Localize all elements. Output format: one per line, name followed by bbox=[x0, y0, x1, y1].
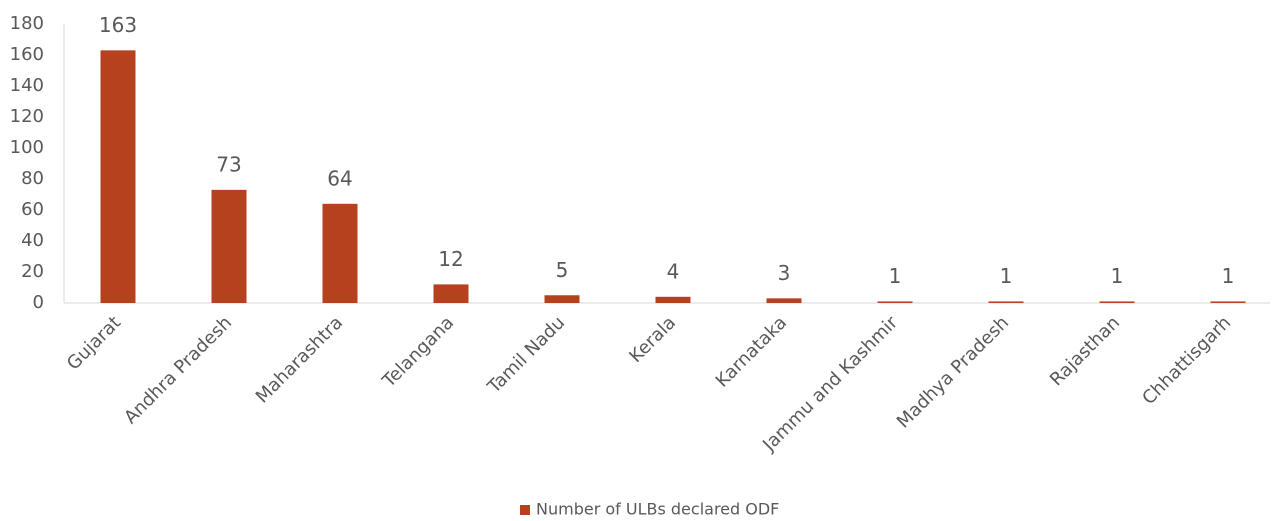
y-tick-label: 140 bbox=[10, 75, 44, 96]
x-tick-label: Rajasthan bbox=[1046, 312, 1124, 390]
data-label: 1 bbox=[1222, 264, 1235, 288]
x-tick-label: Kerala bbox=[625, 312, 680, 367]
bar bbox=[988, 301, 1024, 303]
x-tick-label: Karnataka bbox=[712, 312, 791, 391]
data-label: 73 bbox=[216, 152, 241, 176]
data-label: 4 bbox=[667, 259, 680, 283]
bar bbox=[877, 301, 913, 303]
bar bbox=[211, 189, 247, 303]
x-tick-label: Gujarat bbox=[63, 312, 125, 374]
y-tick-label: 160 bbox=[10, 44, 44, 65]
y-tick-label: 180 bbox=[10, 13, 44, 34]
y-tick-label: 60 bbox=[21, 199, 44, 220]
data-label: 1 bbox=[1111, 264, 1124, 288]
x-tick-label: Chhattisgarh bbox=[1138, 312, 1235, 409]
data-label: 1 bbox=[889, 264, 902, 288]
y-tick-label: 20 bbox=[21, 261, 44, 282]
bar bbox=[322, 203, 358, 303]
x-tick-label: Madhya Pradesh bbox=[893, 312, 1013, 432]
data-label: 163 bbox=[99, 13, 137, 37]
x-tick-label: Maharashtra bbox=[252, 312, 347, 407]
y-tick-label: 40 bbox=[21, 230, 44, 251]
x-tick-label: Andhra Pradesh bbox=[120, 312, 236, 428]
x-tick-label: Telangana bbox=[378, 312, 458, 392]
bar bbox=[433, 284, 469, 303]
bar bbox=[1210, 301, 1246, 303]
data-label: 1 bbox=[1000, 264, 1013, 288]
y-tick-label: 80 bbox=[21, 168, 44, 189]
data-label: 3 bbox=[778, 261, 791, 285]
bar bbox=[1099, 301, 1135, 303]
legend-swatch bbox=[520, 505, 530, 515]
x-tick-label: Tamil Nadu bbox=[483, 312, 569, 398]
y-tick-label: 0 bbox=[33, 292, 44, 313]
legend-label: Number of ULBs declared ODF bbox=[536, 500, 779, 519]
y-tick-label: 100 bbox=[10, 137, 44, 158]
data-label: 12 bbox=[438, 247, 463, 271]
y-tick-label: 120 bbox=[10, 106, 44, 127]
bar bbox=[766, 298, 802, 303]
bar bbox=[100, 50, 136, 303]
data-label: 5 bbox=[556, 258, 569, 282]
bar bbox=[544, 295, 580, 303]
bar bbox=[655, 296, 691, 303]
data-label: 64 bbox=[327, 166, 352, 190]
